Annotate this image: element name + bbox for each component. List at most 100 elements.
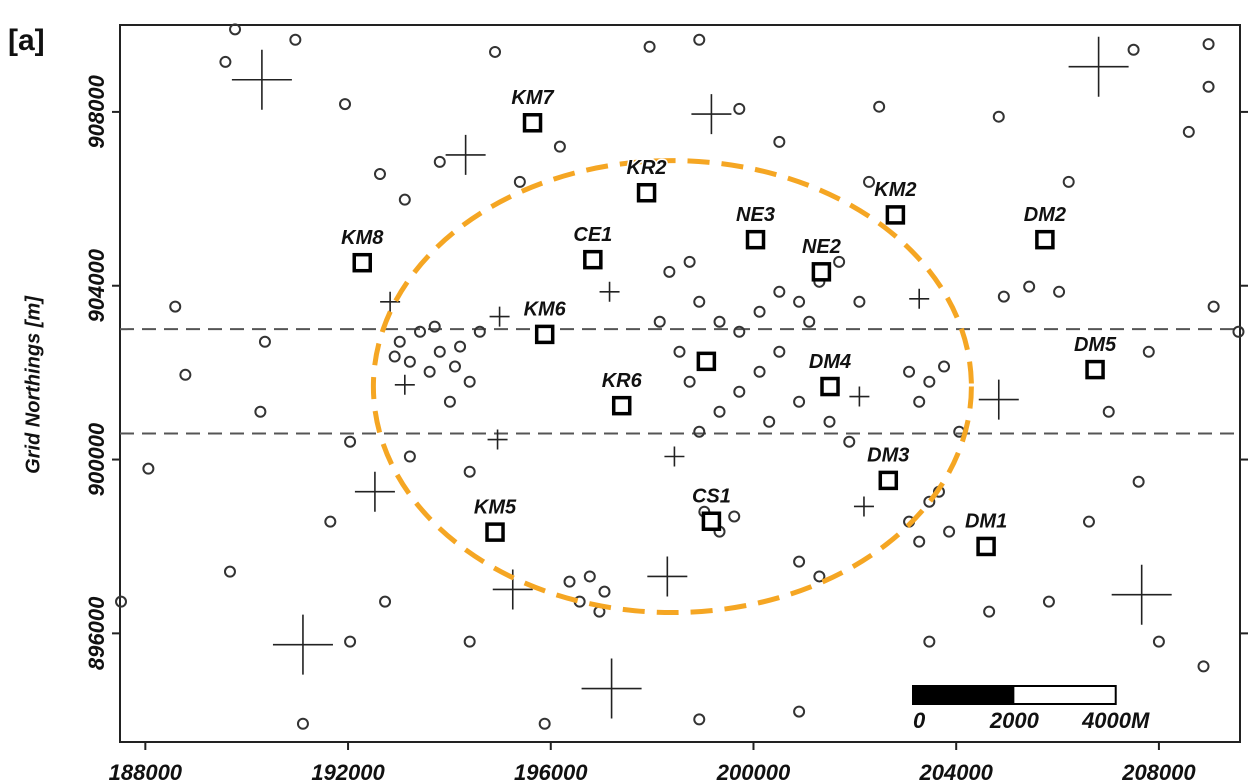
event bbox=[388, 350, 401, 363]
event bbox=[344, 635, 357, 648]
event bbox=[1202, 80, 1215, 93]
event bbox=[1062, 175, 1075, 188]
cross bbox=[489, 306, 510, 327]
event bbox=[289, 33, 302, 46]
cross bbox=[599, 281, 620, 302]
station bbox=[976, 536, 996, 557]
event bbox=[296, 717, 309, 730]
scale-bar-label: 4000M bbox=[1081, 708, 1150, 733]
event bbox=[414, 325, 427, 338]
event bbox=[454, 340, 467, 353]
study-circle bbox=[370, 158, 974, 616]
event bbox=[583, 570, 596, 583]
station-label: KM8 bbox=[341, 227, 384, 249]
event bbox=[489, 45, 502, 58]
event bbox=[428, 320, 441, 333]
event bbox=[443, 395, 456, 408]
event bbox=[753, 365, 766, 378]
station-label: DM3 bbox=[867, 445, 909, 467]
cross bbox=[394, 374, 415, 395]
event bbox=[997, 290, 1010, 303]
event bbox=[1197, 660, 1210, 673]
scale-bar-label: 0 bbox=[913, 708, 926, 733]
event bbox=[563, 575, 576, 588]
event bbox=[1082, 515, 1095, 528]
station bbox=[811, 262, 832, 282]
event bbox=[1207, 300, 1220, 313]
event bbox=[169, 300, 182, 313]
station bbox=[534, 324, 555, 345]
event bbox=[943, 525, 956, 538]
event bbox=[433, 345, 446, 358]
event bbox=[643, 40, 656, 53]
cross bbox=[647, 556, 688, 597]
x-tick-label: 204000 bbox=[918, 760, 993, 784]
y-tick-label: 896000 bbox=[84, 596, 109, 670]
event bbox=[379, 595, 392, 608]
event bbox=[1102, 405, 1115, 418]
station-label: NE2 bbox=[802, 236, 841, 258]
event bbox=[229, 23, 242, 36]
event bbox=[1232, 325, 1245, 338]
event bbox=[773, 345, 786, 358]
event bbox=[513, 175, 526, 188]
x-tick-label: 192000 bbox=[311, 760, 385, 784]
cross bbox=[581, 658, 642, 719]
station bbox=[701, 511, 722, 532]
y-tick-label: 908000 bbox=[84, 74, 109, 148]
station-label: NE3 bbox=[736, 204, 775, 226]
station-label: DM2 bbox=[1024, 204, 1066, 226]
event bbox=[683, 375, 696, 388]
event bbox=[923, 635, 936, 648]
plot-frame bbox=[119, 24, 1241, 743]
event bbox=[254, 405, 267, 418]
event bbox=[653, 315, 666, 328]
event bbox=[1132, 475, 1145, 488]
cross bbox=[487, 429, 508, 450]
station bbox=[522, 113, 543, 133]
event bbox=[463, 375, 476, 388]
station-label: DM4 bbox=[809, 351, 851, 373]
event bbox=[219, 55, 232, 68]
event bbox=[823, 415, 836, 428]
event bbox=[1042, 595, 1055, 608]
event bbox=[773, 135, 786, 148]
event bbox=[1127, 43, 1140, 56]
scale-bar-fill bbox=[913, 686, 1015, 704]
event bbox=[873, 100, 886, 113]
x-tick-label: 208000 bbox=[1121, 760, 1196, 784]
cross bbox=[380, 291, 401, 312]
event bbox=[923, 375, 936, 388]
event bbox=[1023, 280, 1036, 293]
x-tick-label: 188000 bbox=[109, 760, 183, 784]
station bbox=[1035, 229, 1055, 250]
station-label: KR6 bbox=[602, 370, 643, 392]
cross bbox=[1068, 36, 1129, 97]
event bbox=[373, 168, 386, 181]
event bbox=[423, 365, 436, 378]
event bbox=[1152, 635, 1165, 648]
x-tick-label: 196000 bbox=[514, 760, 588, 784]
event bbox=[1142, 345, 1155, 358]
event bbox=[843, 435, 856, 448]
event bbox=[115, 595, 128, 608]
event bbox=[448, 360, 461, 373]
event bbox=[833, 255, 846, 268]
event bbox=[142, 462, 155, 475]
event bbox=[913, 535, 926, 548]
event bbox=[683, 255, 696, 268]
event bbox=[713, 315, 726, 328]
event bbox=[693, 33, 706, 46]
cross bbox=[691, 94, 732, 135]
y-tick-label: 900000 bbox=[84, 422, 109, 496]
event bbox=[693, 295, 706, 308]
station-label: KR2 bbox=[627, 157, 667, 179]
cross bbox=[445, 134, 486, 175]
station bbox=[583, 249, 603, 270]
event bbox=[463, 465, 476, 478]
y-tick-label: 904000 bbox=[84, 248, 109, 322]
event bbox=[473, 325, 486, 338]
cross bbox=[853, 496, 874, 517]
station-label: DM5 bbox=[1074, 334, 1117, 356]
station-label: KM2 bbox=[874, 179, 916, 201]
